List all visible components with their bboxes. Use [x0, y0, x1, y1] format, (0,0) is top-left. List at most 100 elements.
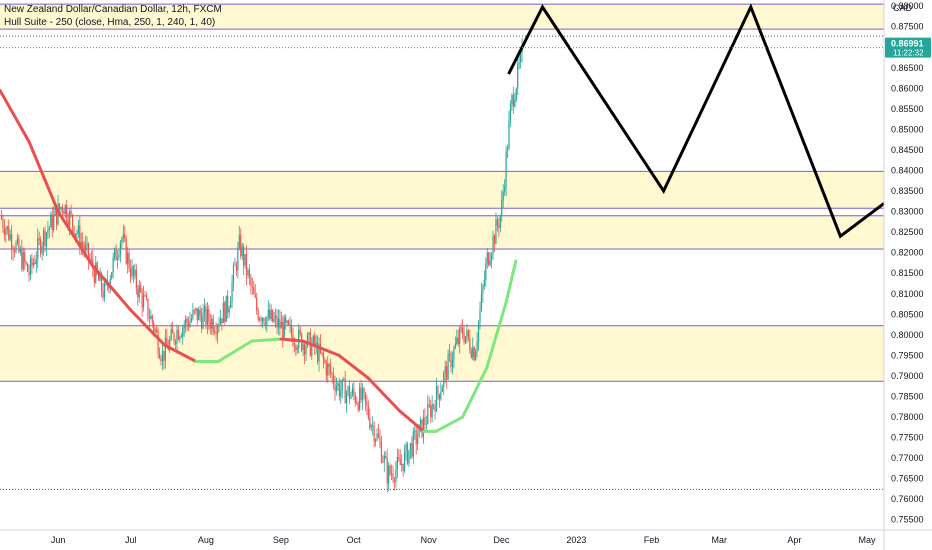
- candle-body-208: [302, 343, 304, 351]
- candle-body-94: [137, 288, 139, 298]
- candle-body-209: [303, 343, 306, 355]
- candle-body-245: [356, 403, 358, 404]
- candle-body-162: [235, 264, 237, 271]
- zone-3: [0, 325, 884, 382]
- candle-body-215: [312, 336, 314, 344]
- x-tick-label: 2023: [566, 535, 586, 545]
- candle-body-109: [158, 353, 161, 359]
- candle-body-54: [79, 225, 81, 249]
- candle-body-214: [311, 343, 313, 356]
- candle-body-175: [254, 294, 256, 298]
- candle-body-58: [85, 244, 87, 251]
- y-tick-label: 0.78000: [891, 412, 924, 422]
- levels-layer: [0, 3, 884, 490]
- candle-body-101: [147, 298, 149, 319]
- candle-body-167: [243, 246, 245, 266]
- candle-body-308: [447, 354, 449, 380]
- candle-body-285: [414, 430, 416, 432]
- y-tick-label: 0.85500: [891, 104, 924, 114]
- candle-body-89: [129, 268, 132, 277]
- zone-2: [0, 215, 884, 249]
- candle-body-273: [396, 457, 398, 470]
- candle-body-312: [453, 348, 455, 361]
- candle-body-219: [318, 343, 320, 362]
- indicator-legend[interactable]: Hull Suite - 250 (close, Hma, 250, 1, 24…: [4, 17, 216, 28]
- candle-body-320: [464, 336, 467, 343]
- candle-body-20: [29, 258, 32, 276]
- candle-body-71: [103, 282, 106, 298]
- candle-body-274: [398, 457, 400, 460]
- candle-body-190: [276, 315, 278, 328]
- candle-body-283: [411, 443, 413, 457]
- candle-body-79: [115, 248, 117, 261]
- candle-body-311: [451, 360, 454, 368]
- hull-segment-16: [461, 366, 489, 419]
- candle-body-292: [424, 417, 426, 425]
- candle-body-82: [119, 242, 121, 256]
- y-tick-label: 0.86500: [891, 63, 924, 73]
- candle-body-251: [364, 392, 367, 403]
- candle-body-40: [58, 203, 61, 210]
- y-tick-label: 0.78500: [891, 391, 924, 401]
- candle-body-346: [502, 191, 504, 201]
- current-price-label: 0.86991: [891, 39, 924, 49]
- candle-body-107: [156, 329, 158, 333]
- candle-body-281: [408, 450, 410, 464]
- candle-body-316: [459, 327, 461, 344]
- candle-body-194: [282, 321, 284, 338]
- candle-body-300: [435, 386, 438, 412]
- candle-body-284: [412, 431, 414, 457]
- candle-body-298: [433, 404, 435, 406]
- candle-body-327: [475, 351, 477, 361]
- candle-body-35: [51, 214, 53, 231]
- candle-body-11: [16, 238, 19, 244]
- y-tick-label: 0.79500: [891, 350, 924, 360]
- candle-body-7: [11, 234, 13, 250]
- y-tick-label: 0.87500: [891, 22, 924, 32]
- y-tick-label: 0.82500: [891, 227, 924, 237]
- zone-1: [0, 171, 884, 209]
- candle-body-141: [205, 306, 207, 326]
- candle-body-338: [491, 254, 493, 261]
- candle-body-131: [190, 318, 193, 321]
- y-tick-label: 0.77500: [891, 433, 924, 443]
- candle-body-350: [508, 120, 510, 150]
- candle-body-185: [269, 309, 271, 320]
- candle-body-44: [64, 205, 66, 215]
- candle-body-336: [488, 252, 490, 265]
- candle-body-148: [215, 332, 217, 335]
- candle-body-317: [460, 327, 462, 329]
- candle-body-310: [450, 353, 452, 368]
- candle-body-295: [428, 404, 430, 406]
- candle-body-280: [406, 443, 409, 464]
- candle-body-30: [44, 230, 46, 247]
- candle-body-3: [5, 229, 7, 235]
- candle-body-240: [348, 386, 351, 399]
- candle-body-23: [34, 262, 36, 265]
- candle-body-210: [305, 346, 307, 355]
- candle-body-102: [148, 318, 150, 319]
- candle-body-36: [53, 215, 55, 231]
- zone-0: [0, 4, 884, 30]
- candle-body-228: [331, 373, 333, 375]
- candle-body-212: [308, 332, 310, 335]
- candle-body-160: [232, 265, 235, 283]
- candle-body-26: [38, 238, 40, 240]
- candle-body-344: [499, 215, 501, 228]
- candle-body-324: [470, 350, 472, 358]
- y-tick-label: 0.84000: [891, 166, 924, 176]
- candle-body-306: [444, 366, 446, 374]
- candle-body-178: [259, 318, 261, 320]
- hull-segment-3: [90, 263, 133, 312]
- candle-body-14: [21, 249, 23, 270]
- candle-body-250: [363, 388, 365, 393]
- candle-body-88: [128, 252, 130, 269]
- candle-body-299: [434, 405, 436, 412]
- candle-body-8: [12, 249, 14, 251]
- candle-body-205: [298, 329, 300, 348]
- candle-body-32: [47, 230, 49, 233]
- candle-body-52: [76, 233, 78, 235]
- hull-segment-15: [434, 415, 465, 433]
